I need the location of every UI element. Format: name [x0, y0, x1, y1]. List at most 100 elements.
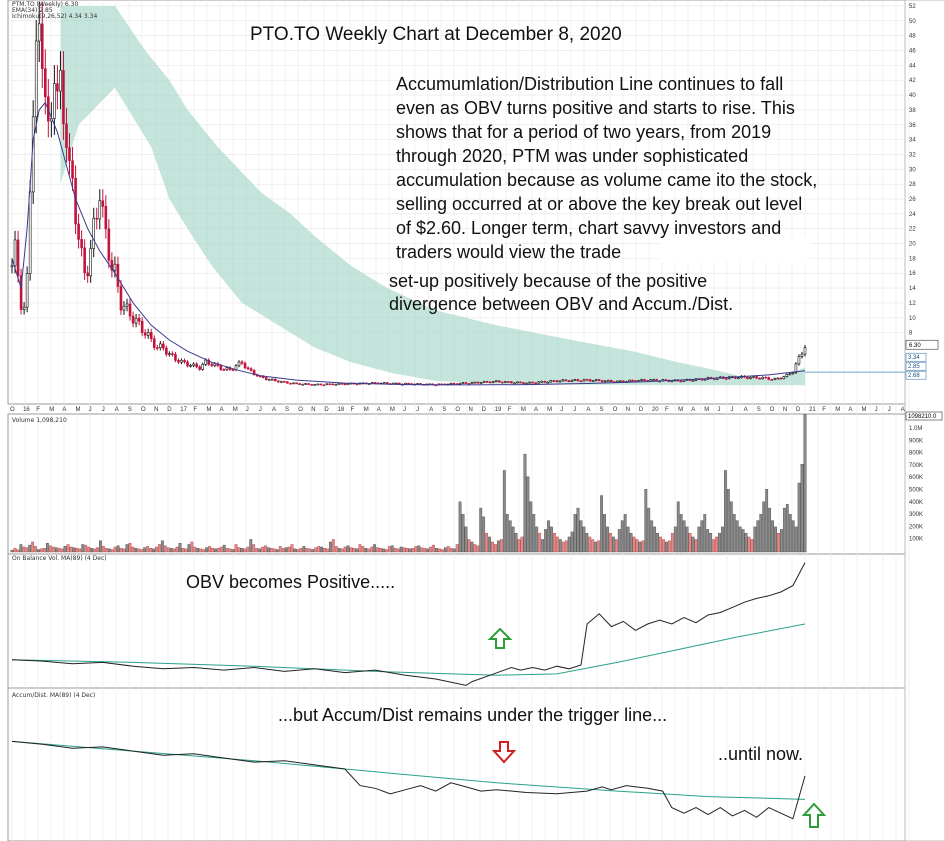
volume-bar	[278, 546, 282, 553]
volume-bar	[305, 548, 309, 553]
volume-bar	[626, 526, 630, 553]
ad-line	[11, 740, 806, 820]
price-candle-body	[104, 206, 108, 230]
price-candle-body	[552, 380, 556, 382]
last-price-label: 6.30	[909, 343, 921, 349]
volume-bar	[34, 546, 37, 553]
volume-bar	[334, 546, 338, 553]
volume-bar	[293, 548, 297, 553]
volume-bar	[408, 548, 412, 553]
volume-bar	[181, 548, 185, 553]
x-tick-label: A	[115, 407, 119, 413]
para-line-3: shows that for a period of two years, fr…	[396, 122, 771, 142]
price-candle-body	[53, 83, 56, 119]
volume-bar	[69, 546, 73, 553]
price-candle-body	[749, 377, 752, 379]
obv-lines	[11, 562, 806, 686]
x-tick-label: A	[429, 407, 433, 413]
price-candle-body	[346, 383, 350, 385]
volume-bar	[511, 526, 515, 553]
price-candle-body	[334, 383, 338, 386]
price-y-tick: 18	[909, 256, 916, 262]
price-candle-body	[652, 379, 655, 381]
volume-bar	[567, 536, 571, 553]
volume-bar	[553, 532, 556, 553]
x-tick-label: N	[783, 407, 787, 413]
right-label-box	[905, 361, 927, 371]
x-tick-label: O	[613, 407, 618, 413]
price-candle-body	[316, 383, 319, 386]
ichimoku-cloud-area	[60, 6, 805, 386]
volume-bar	[550, 526, 553, 553]
volume-bar	[709, 532, 713, 553]
price-candle-body	[594, 379, 598, 382]
price-candle-body	[19, 275, 23, 310]
x-tick-label: 16	[23, 407, 30, 413]
price-candle-body	[328, 383, 332, 386]
volume-bar	[682, 520, 686, 553]
price-candle-body	[186, 361, 189, 367]
volume-last-box	[905, 411, 943, 421]
volume-bar	[721, 526, 724, 553]
volume-bar	[579, 520, 583, 553]
volume-y-tick: 600K	[909, 475, 923, 481]
price-candle-body	[794, 363, 798, 374]
price-candle-body	[28, 191, 32, 274]
price-candle-body	[691, 380, 695, 382]
price-candle-body	[116, 263, 120, 287]
x-tick-label: 20	[652, 407, 659, 413]
volume-bar	[81, 544, 85, 553]
volume-bar	[275, 549, 279, 553]
price-y-tick: 46	[909, 49, 916, 55]
price-candle-body	[770, 379, 774, 381]
price-candle-body	[107, 228, 111, 261]
volume-bar	[641, 540, 645, 553]
volume-bar	[361, 546, 365, 553]
price-candle-body	[537, 381, 540, 384]
price-candle-body	[355, 383, 359, 386]
x-tick-label: A	[848, 407, 852, 413]
price-candle-body	[531, 381, 534, 384]
volume-bar	[101, 546, 105, 553]
price-candle-body	[558, 380, 562, 383]
volume-bar	[405, 548, 409, 553]
x-tick-label: D	[167, 407, 172, 413]
volume-bar	[517, 539, 521, 553]
volume-bar	[685, 526, 689, 553]
x-tick-label: 21	[809, 407, 816, 413]
price-candle-body	[207, 359, 211, 365]
price-candle-body	[237, 361, 241, 367]
volume-bar	[225, 548, 229, 553]
volume-bar	[402, 547, 406, 553]
price-candle-body	[225, 367, 229, 370]
price-candle-body	[113, 263, 117, 271]
right-label: 3.34	[908, 355, 920, 361]
volume-bar	[609, 532, 612, 553]
volume-bar	[458, 501, 462, 553]
volume-bar	[632, 536, 636, 553]
volume-bar	[461, 514, 465, 553]
volume-bar	[290, 544, 294, 553]
price-y-tick: 38	[909, 108, 916, 114]
volume-bar	[703, 514, 707, 553]
x-tick-label: F	[193, 407, 197, 413]
price-candle-body	[295, 382, 298, 385]
x-tick-label: O	[10, 407, 15, 413]
price-candle-body	[516, 381, 519, 384]
last-price-box	[905, 339, 939, 350]
volume-bar	[78, 548, 82, 553]
volume-bar	[455, 544, 459, 553]
volume-bar	[429, 546, 433, 553]
price-candle-body	[101, 200, 105, 207]
volume-bar	[196, 548, 200, 553]
x-tick-label: J	[560, 407, 563, 413]
price-candle-body	[95, 217, 99, 220]
volume-bar	[541, 539, 545, 553]
price-candle-body	[567, 380, 571, 383]
volume-bar	[19, 544, 23, 553]
volume-bar	[611, 536, 615, 553]
x-tick-label: A	[62, 407, 66, 413]
price-y-tick: 30	[909, 167, 916, 173]
x-tick-label: S	[128, 407, 132, 413]
volume-bar	[199, 548, 203, 553]
